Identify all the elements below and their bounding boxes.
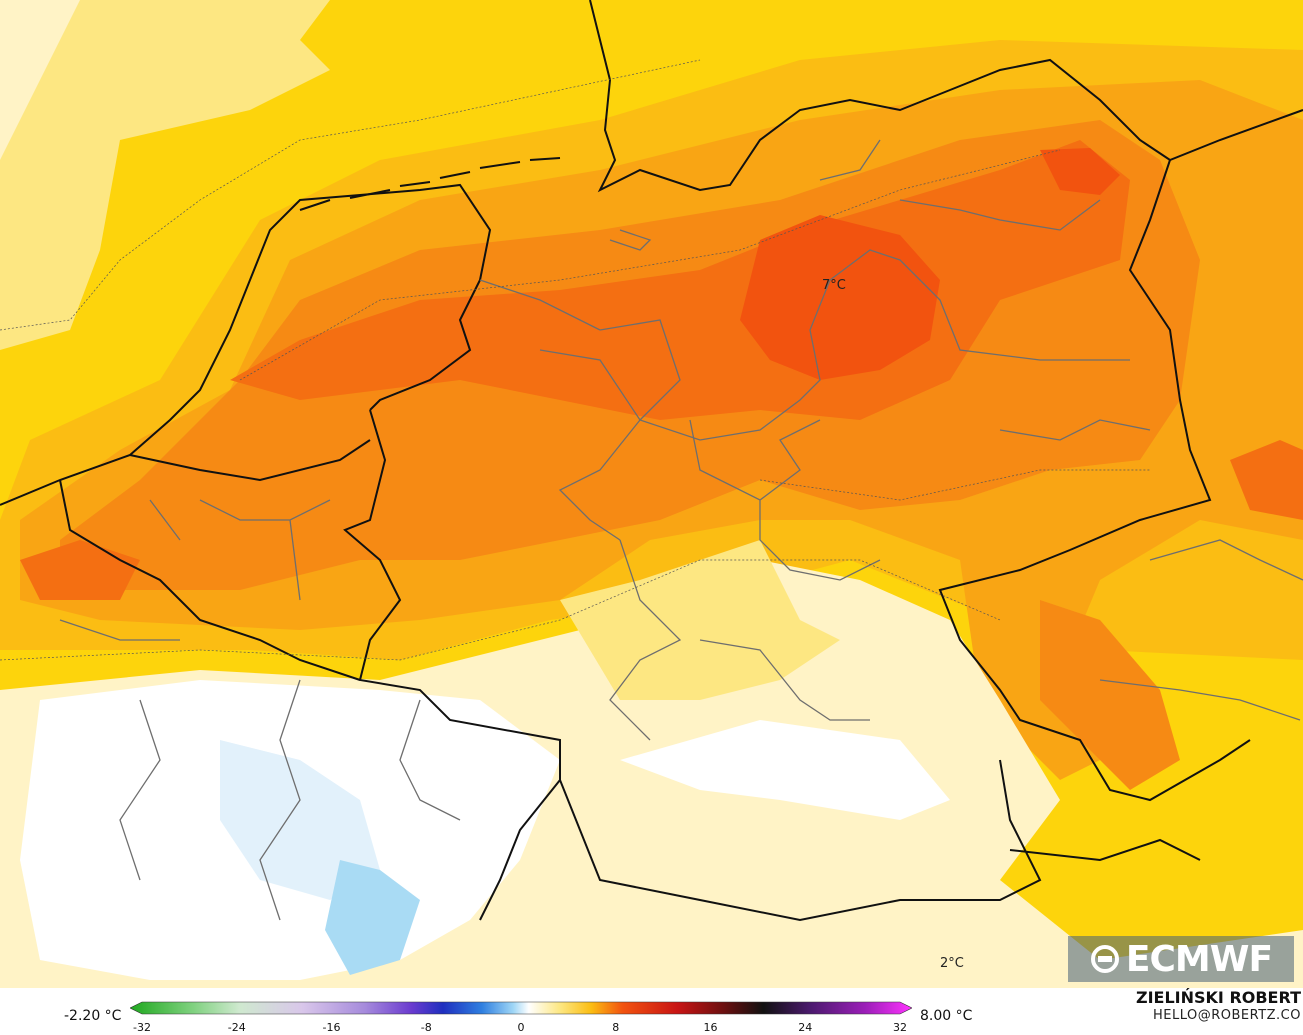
colorbar-tick-label: -32 <box>133 1021 151 1034</box>
field-light-yellow-nw <box>0 0 330 350</box>
colorbar-tick-label: -24 <box>227 1021 246 1034</box>
legend-max-label: 8.00 °C <box>920 1008 973 1024</box>
field-light-blue <box>325 860 420 975</box>
credit-name: ZIELIŃSKI ROBERT <box>1135 988 1301 1007</box>
field-orange-red-east <box>1230 440 1303 520</box>
colorbar-tick-label: 0 <box>517 1021 525 1034</box>
field-deep-orange-2 <box>1040 148 1120 195</box>
temperature-map <box>0 0 1303 988</box>
colorbar-tick-label: 24 <box>798 1021 813 1034</box>
ecmwf-logo: ECMWF <box>1068 936 1294 982</box>
field-white-east <box>620 720 950 820</box>
field-pale-yellow-nw <box>0 0 80 160</box>
colorbar <box>130 1001 912 1015</box>
frisian-islands <box>299 157 561 211</box>
colorbar-tick-label: -16 <box>322 1021 341 1034</box>
credit-email: HELLO@ROBERTZ.CO <box>1152 1008 1301 1023</box>
regional-borders <box>59 139 1303 921</box>
national-borders <box>59 159 1251 922</box>
temperature-label-center: 7°C <box>822 278 846 293</box>
temperature-label-south: 2°C <box>940 956 964 971</box>
colorbar-tick-label: 8 <box>612 1021 620 1034</box>
legend-min-label: -2.20 °C <box>64 1008 122 1024</box>
colorbar-tick-label: 16 <box>703 1021 718 1034</box>
colorbar-fill <box>130 1001 912 1015</box>
ecmwf-logo-icon <box>1090 945 1119 973</box>
contour-lines <box>0 59 1150 661</box>
ecmwf-logo-text: ECMWF <box>1125 938 1273 980</box>
colorbar-tick-label: 32 <box>893 1021 907 1034</box>
colorbar-tick-label: -8 <box>420 1021 432 1034</box>
map-canvas <box>0 0 1303 988</box>
field-orange-czech <box>1040 600 1180 790</box>
field-light-yellow-south <box>560 540 840 700</box>
